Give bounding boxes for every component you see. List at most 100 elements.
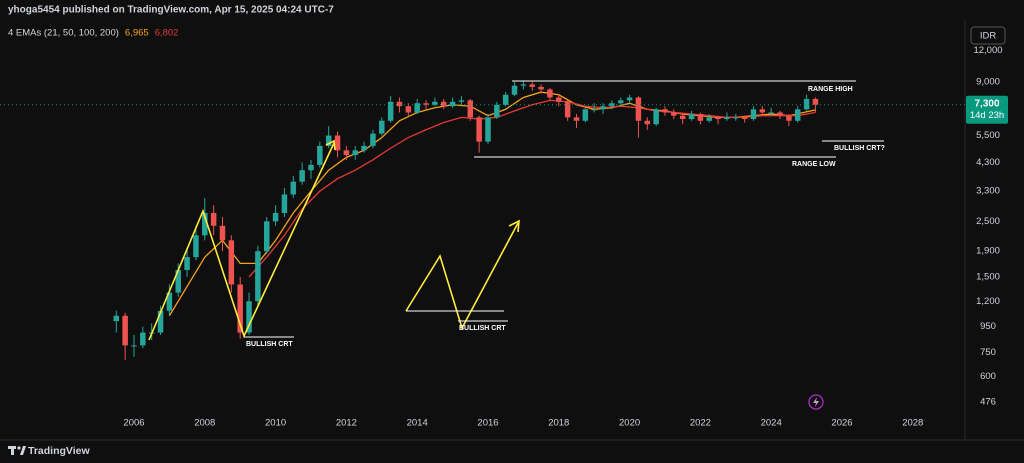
candle-body (228, 240, 235, 285)
candle-body (476, 117, 482, 142)
candle-body (564, 101, 571, 118)
logo-part (20, 446, 26, 455)
drawings (148, 80, 884, 341)
zigzag-drawing (148, 142, 335, 341)
annotation: BULLISH CRT (459, 325, 506, 332)
y-tick-label: 1,200 (976, 296, 1000, 307)
candle-body (140, 332, 146, 346)
candle-body (520, 84, 527, 86)
plot-area (0, 80, 965, 360)
x-tick-label: 2020 (619, 418, 640, 429)
last-price-box (966, 95, 1008, 124)
indicator-value: 6,965 (125, 28, 149, 39)
x-tick-label: 2008 (194, 418, 215, 429)
candle-body (246, 301, 252, 333)
candle-body (343, 150, 350, 155)
x-tick-label: 2018 (548, 418, 569, 429)
alert-icon[interactable] (808, 394, 824, 410)
brand-logo (8, 446, 26, 455)
candle-body (547, 89, 553, 98)
candle-body (449, 101, 456, 107)
y-tick-label: 750 (980, 347, 996, 358)
candle-body (325, 135, 332, 146)
candle-body (423, 103, 429, 105)
annotation: BULLISH CRT (246, 341, 293, 348)
candle-body (671, 112, 677, 116)
candle-body (175, 269, 181, 293)
y-tick-label: 5,500 (976, 130, 1000, 141)
x-tick-label: 2026 (831, 418, 852, 429)
candle-body (202, 212, 208, 236)
y-tick-label: 2,500 (976, 216, 1000, 227)
candle-body (529, 84, 535, 87)
candle-body (741, 117, 748, 120)
y-tick-label: 1,900 (976, 246, 1000, 257)
logo-part (17, 446, 21, 450)
candle-body (193, 235, 199, 258)
last-price-label: 7,300 (974, 98, 999, 109)
countdown: 14d 23h (970, 110, 1004, 121)
x-tick-label: 2024 (761, 418, 782, 429)
y-tick-label: 1,500 (976, 271, 1000, 282)
x-tick-label: 2012 (336, 418, 357, 429)
candle-body (644, 120, 651, 125)
y-tick-label: 3,300 (976, 186, 1000, 197)
candle-body (334, 135, 341, 151)
brand: TradingView (28, 445, 90, 457)
candle-body (432, 101, 438, 105)
candle-body (467, 100, 474, 118)
candle-body (768, 112, 774, 114)
candle-body (166, 292, 173, 311)
candle-body (290, 181, 297, 195)
annotation: BULLISH CRT? (834, 145, 885, 152)
currency[interactable]: IDR (980, 31, 997, 42)
candle-body (440, 101, 447, 107)
arrow-head (508, 219, 520, 233)
candle-body (485, 117, 491, 142)
candle-body (697, 114, 704, 121)
candle-body (272, 212, 279, 222)
candle-body (715, 117, 721, 120)
candle-body (556, 97, 562, 102)
candle-body (361, 145, 367, 151)
currency-button[interactable] (970, 26, 1006, 45)
candle-body (626, 97, 633, 101)
candle-body (679, 115, 686, 120)
candle-body (511, 85, 518, 95)
x-tick-label: 2014 (407, 418, 428, 429)
indicator-legend: 4 EMAs (21, 50, 100, 200) 6,965 6,802 (8, 28, 178, 39)
candle-body (122, 315, 128, 346)
x-tick-label: 2028 (902, 418, 923, 429)
x-tick-label: 2016 (477, 418, 498, 429)
candle-body (750, 109, 757, 120)
candle-body (414, 103, 420, 113)
arrow-head (325, 139, 336, 151)
x-tick-label: 2010 (265, 418, 286, 429)
candle-body (777, 112, 783, 116)
candle-body (582, 109, 589, 121)
header: yhoga5454 published on TradingView.com, … (8, 5, 334, 16)
candle-body (352, 150, 358, 155)
y-tick-label: 600 (980, 371, 996, 382)
candle-body (131, 345, 137, 347)
y-tick-label: 9,000 (976, 76, 1000, 87)
alert-icon-bolt (813, 397, 819, 407)
candle-body (387, 101, 394, 121)
x-tick-label: 2006 (123, 418, 144, 429)
candle-body (299, 170, 305, 182)
candle-body (688, 114, 695, 120)
indicator-label: 4 EMAs (21, 50, 100, 200) (8, 28, 119, 39)
candle-body (803, 98, 810, 110)
candle-body (210, 212, 217, 226)
candle-body (113, 315, 120, 322)
candle-body (396, 101, 403, 107)
candle-body (263, 221, 270, 252)
y-tick-label: 950 (980, 321, 996, 332)
y-tick-label: 12,000 (973, 45, 1002, 56)
candle-body (733, 117, 739, 119)
candle-body (405, 106, 412, 113)
x-tick-label: 2022 (690, 418, 711, 429)
